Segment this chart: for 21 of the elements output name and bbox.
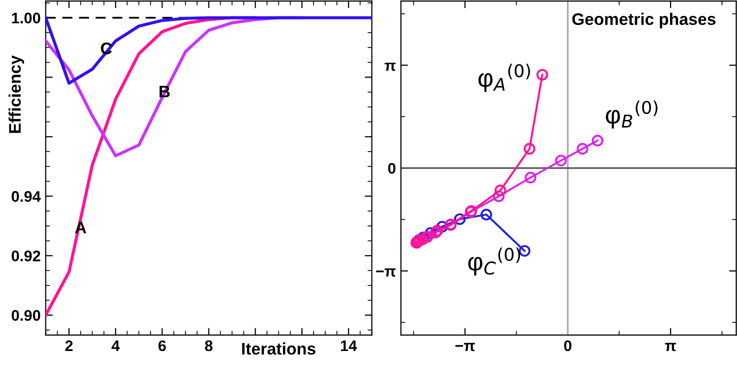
text: Geometric phases — [572, 12, 716, 28]
x-tick-label: −π — [455, 342, 475, 352]
annotation: φ$_{C}$$^{(0)}$ — [468, 247, 520, 276]
y-tick-label: −π — [376, 268, 396, 277]
x-tick-label: 0 — [564, 340, 572, 352]
annotation: φ$_{B}$$^{(0)}$ — [606, 100, 658, 129]
x-tick-label: 2 — [65, 340, 73, 352]
y-tick-label: 0.92 — [12, 250, 40, 262]
x-tick-label: π — [665, 342, 676, 352]
x-tick-label: 14 — [340, 340, 357, 352]
x-tick-label: 4 — [112, 340, 120, 352]
y-tick-label: π — [384, 62, 396, 71]
y-tick-label: 0 — [388, 162, 396, 174]
x-tick-label: 8 — [204, 340, 213, 352]
y-axis-title: Efficiency — [8, 55, 24, 133]
y-tick-label: 1.00 — [12, 12, 40, 24]
y-tick-label: 0.90 — [12, 310, 40, 321]
x-axis-title: Iterations — [242, 342, 316, 355]
y-tick-label: 0.94 — [12, 191, 41, 202]
annotation: φ$_{A}$$^{(0)}$ — [478, 64, 530, 92]
x-tick-label: 6 — [158, 340, 166, 352]
